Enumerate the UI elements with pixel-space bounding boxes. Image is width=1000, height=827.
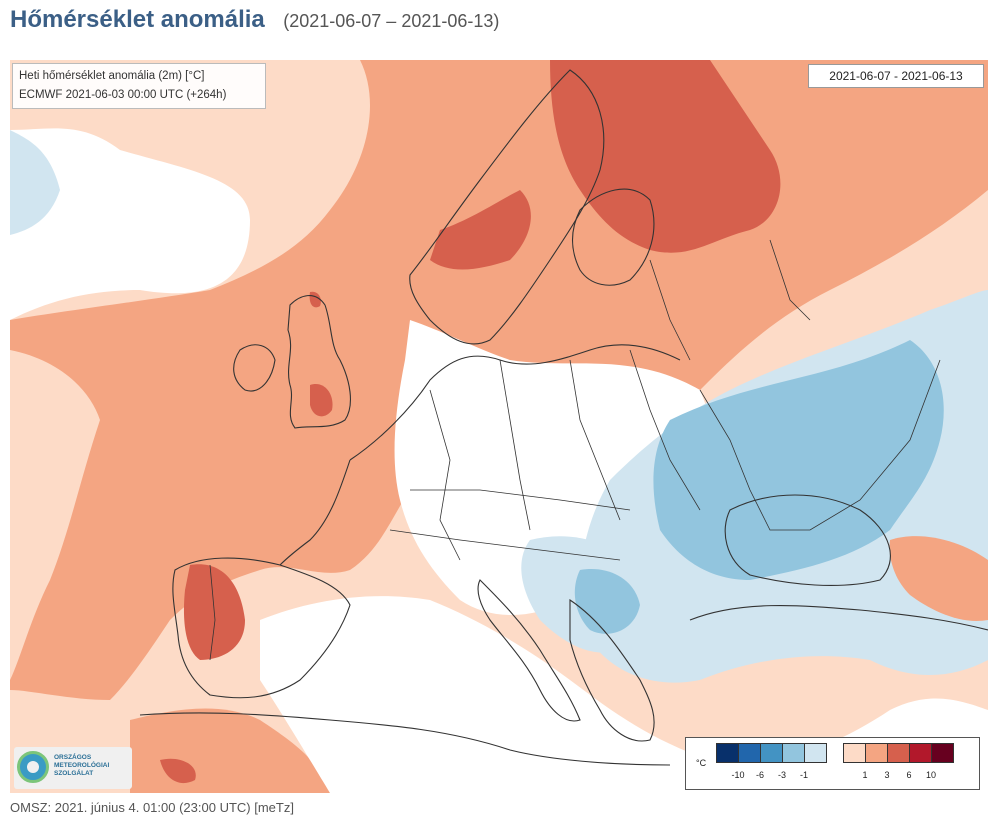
legend-warm-tick-label: 10 xyxy=(925,770,937,780)
legend-warm-swatch xyxy=(887,743,910,763)
map-canvas xyxy=(10,60,988,793)
atlantic-neutral-area xyxy=(10,128,250,320)
omsz-logo-text: ORSZÁGOS METEOROLÓGIAI SZOLGÁLAT xyxy=(54,754,110,777)
map-info-title: Heti hőmérséklet anomália (2m) [°C] xyxy=(19,70,205,82)
strong-warm-norway xyxy=(430,190,531,270)
country-borders xyxy=(209,239,941,661)
footer-text: OMSZ: 2021. június 4. 01:00 (23:00 UTC) … xyxy=(10,800,294,815)
legend-warm-swatch xyxy=(931,743,954,763)
legend-warm-tick-label: 6 xyxy=(906,770,912,780)
neutral-mediterranean xyxy=(260,596,988,793)
omsz-emblem-icon xyxy=(17,751,49,783)
legend-warm-tick-label: 3 xyxy=(884,770,890,780)
legend-warm-swatch xyxy=(843,743,866,763)
warm-black-sea-east xyxy=(889,536,988,621)
map-info-model-run: ECMWF 2021-06-03 00:00 UTC (+264h) xyxy=(19,89,227,101)
legend-cold-swatch xyxy=(738,743,761,763)
strong-warm-scandinavia xyxy=(550,60,781,253)
legend-cold-tick-label: -6 xyxy=(755,770,765,780)
legend-cold-tick-label: -1 xyxy=(799,770,809,780)
legend-cold-swatch xyxy=(804,743,827,763)
legend-cold-swatches xyxy=(716,743,827,763)
legend-cold-swatch xyxy=(782,743,805,763)
omsz-logo: ORSZÁGOS METEOROLÓGIAI SZOLGÁLAT xyxy=(14,747,132,789)
map-info-box: Heti hőmérséklet anomália (2m) [°C] ECMW… xyxy=(12,63,266,109)
coastlines xyxy=(139,69,988,766)
strong-warm-morocco xyxy=(160,758,196,784)
map-date-box: 2021-06-07 - 2021-06-13 xyxy=(808,64,984,88)
strong-warm-britain xyxy=(310,384,333,417)
legend-cold-tick-label: -3 xyxy=(777,770,787,780)
legend-cold-swatch xyxy=(716,743,739,763)
atlantic-cold-patch xyxy=(10,130,60,235)
date-range: (2021-06-07 – 2021-06-13) xyxy=(283,11,500,31)
legend-warm-swatch xyxy=(865,743,888,763)
legend-warm-swatch xyxy=(909,743,932,763)
page-header: Hőmérséklet anomália (2021-06-07 – 2021-… xyxy=(10,6,499,38)
legend-warm-swatches xyxy=(843,743,954,763)
anomaly-map xyxy=(10,60,988,793)
legend-unit: °C xyxy=(696,758,707,768)
color-legend: °C -10 -6 -3 -1 1 3 6 10 xyxy=(685,737,980,790)
atlantic-light-warm-belt xyxy=(10,350,100,680)
page-title: Hőmérséklet anomália xyxy=(10,6,265,33)
legend-cold-swatch xyxy=(760,743,783,763)
legend-cold-tick-label: -10 xyxy=(731,770,745,780)
legend-warm-tick-label: 1 xyxy=(862,770,868,780)
